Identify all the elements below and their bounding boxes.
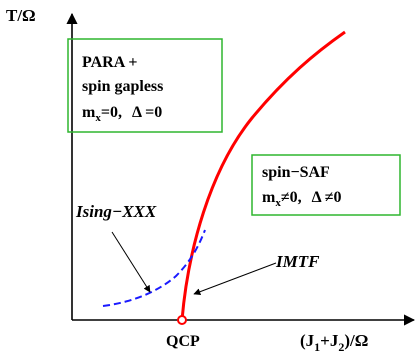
para-region-box <box>67 38 223 133</box>
ising-xxx-label: Ising−XXX <box>75 202 157 221</box>
para-line3: mx=0, Δ =0 <box>82 104 162 124</box>
qcp-label: QCP <box>166 333 200 350</box>
ising-xxx-arrow <box>111 231 151 293</box>
qcp-point <box>177 315 187 325</box>
saf-region-box <box>251 154 401 216</box>
imtf-label: IMTF <box>275 252 320 271</box>
imtf-curve <box>180 30 346 321</box>
imtf-arrow <box>193 262 277 296</box>
para-line1: PARA + <box>82 54 137 71</box>
saf-line1: spin−SAF <box>262 164 330 181</box>
para-line2: spin gapless <box>82 78 163 95</box>
y-axis-label: T/Ω <box>6 6 36 25</box>
ising-xxx-curve <box>102 229 206 307</box>
saf-line2: mx≠0, Δ ≠0 <box>262 189 342 209</box>
x-axis-label: (J1+J2)/Ω <box>300 331 368 354</box>
